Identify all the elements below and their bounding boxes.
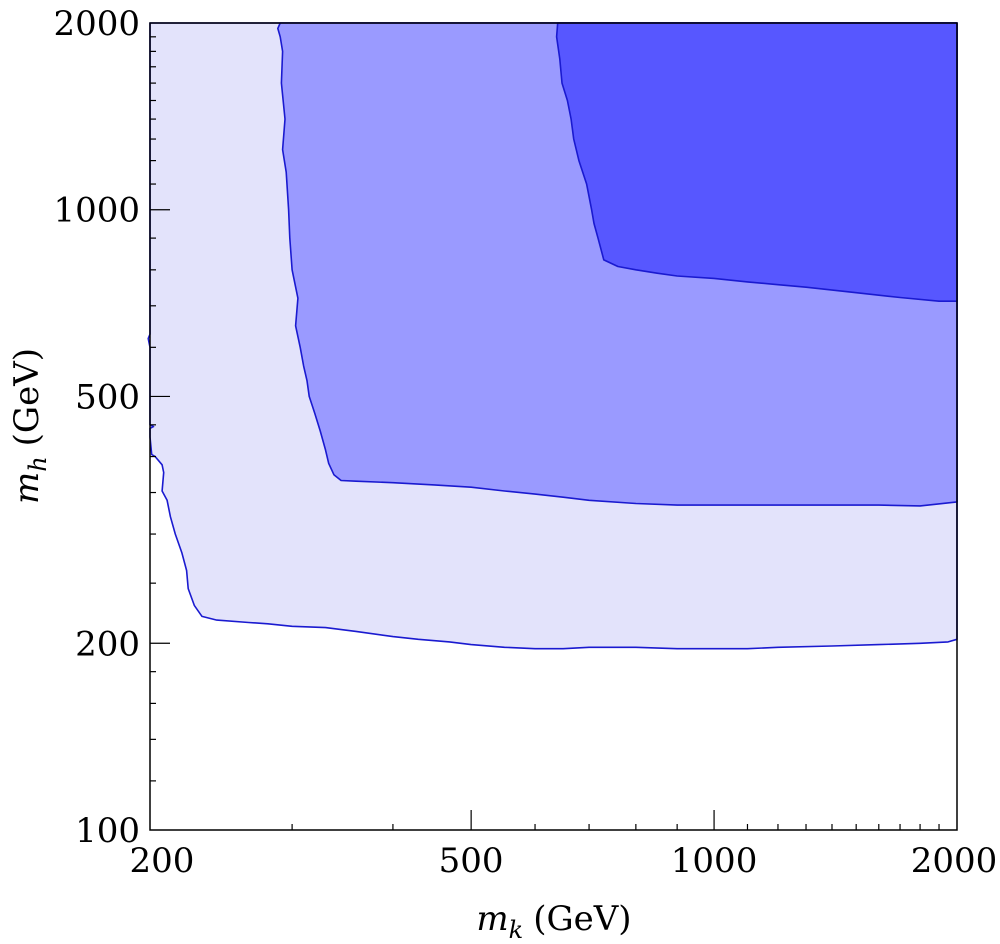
y-tick-label: 100 (75, 811, 140, 851)
x-tick-label: 1000 (671, 841, 758, 881)
y-axis-label: mh(GeV) (7, 348, 52, 504)
x-tick-label: 500 (439, 841, 504, 881)
y-tick-label: 1000 (53, 191, 140, 231)
plot-frame (149, 22, 958, 831)
exclusion-regions (147, 22, 958, 650)
x-tick-label: 200 (130, 841, 195, 881)
y-tick-label: 200 (75, 624, 140, 664)
axis-ticks (150, 36, 940, 830)
y-tick-label: 500 (75, 377, 140, 417)
x-tick-label: 2000 (911, 841, 998, 881)
x-axis-label: mk (GeV) (476, 899, 631, 944)
region-3 (555, 22, 958, 302)
y-tick-label: 2000 (53, 4, 140, 44)
